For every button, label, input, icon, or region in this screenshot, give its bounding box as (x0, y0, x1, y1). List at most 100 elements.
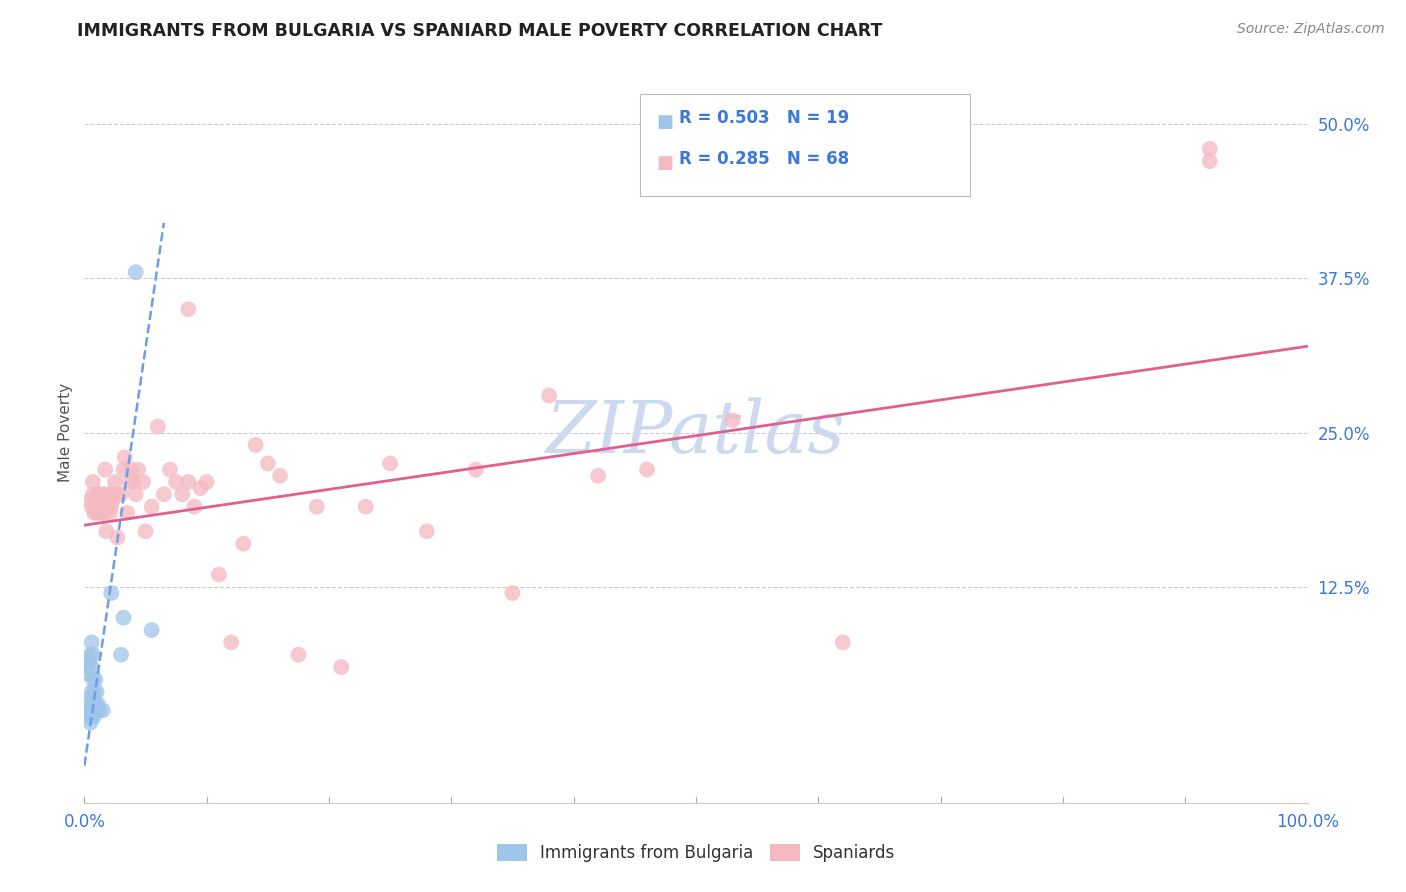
Point (112, 462, 135, 476)
Point (354, 500, 377, 514)
Point (83, 506, 105, 520)
Point (177, 475, 200, 489)
Point (112, 611, 135, 625)
Point (80, 500, 103, 514)
Point (110, 648, 132, 662)
Point (77, 660, 100, 674)
Point (177, 302, 200, 317)
Point (146, 419, 169, 434)
Point (219, 635, 242, 649)
Point (416, 524, 439, 539)
Text: ZIPatlas: ZIPatlas (546, 397, 846, 468)
Point (84, 697, 107, 711)
Y-axis label: Male Poverty: Male Poverty (58, 383, 73, 483)
Point (77, 703, 100, 717)
Point (87, 487, 110, 501)
Point (125, 487, 148, 501)
Point (91, 500, 114, 514)
Point (80, 635, 103, 649)
Point (1198, 154, 1220, 169)
Point (1198, 142, 1220, 156)
Text: ■: ■ (657, 154, 673, 172)
Text: R = 0.503   N = 19: R = 0.503 N = 19 (679, 109, 849, 127)
Point (105, 487, 128, 501)
Point (86, 493, 108, 508)
Point (831, 635, 853, 649)
Point (80, 660, 103, 674)
Point (82, 673, 104, 687)
Point (141, 500, 163, 514)
Point (100, 500, 122, 514)
Point (93, 487, 115, 501)
Point (183, 500, 205, 514)
Point (287, 648, 309, 662)
Point (115, 506, 138, 520)
Point (232, 536, 254, 550)
Point (91, 703, 114, 717)
Point (269, 468, 291, 483)
Text: R = 0.285   N = 68: R = 0.285 N = 68 (679, 150, 849, 168)
Point (153, 487, 176, 501)
Point (82, 697, 104, 711)
Point (586, 468, 609, 483)
Point (82, 487, 104, 501)
Point (94, 462, 117, 476)
Point (538, 389, 561, 403)
Point (245, 438, 267, 452)
Point (84, 673, 107, 687)
Point (96, 524, 118, 539)
Point (195, 475, 218, 489)
Point (118, 475, 141, 489)
Point (79, 715, 101, 730)
Point (98, 506, 121, 520)
Text: Source: ZipAtlas.com: Source: ZipAtlas.com (1237, 22, 1385, 37)
Point (110, 487, 132, 501)
Point (79, 493, 101, 508)
Point (141, 623, 163, 637)
Point (84, 500, 107, 514)
Point (82, 475, 104, 489)
Point (190, 481, 212, 495)
Point (87, 703, 110, 717)
Point (89, 487, 111, 501)
Point (86, 685, 108, 699)
Point (135, 524, 157, 539)
Point (89, 500, 111, 514)
Point (91, 493, 114, 508)
Point (104, 475, 127, 489)
Point (636, 462, 658, 476)
Point (208, 567, 231, 582)
Point (125, 265, 148, 279)
Point (305, 500, 328, 514)
Point (90, 506, 112, 520)
Point (721, 413, 744, 427)
Point (80, 709, 103, 723)
Point (77, 654, 100, 668)
Point (380, 457, 402, 471)
Point (93, 506, 115, 520)
Point (502, 586, 524, 600)
Point (464, 462, 486, 476)
Point (86, 506, 108, 520)
Point (330, 660, 353, 674)
Point (159, 462, 181, 476)
Point (82, 648, 104, 662)
Point (100, 586, 122, 600)
Point (127, 462, 149, 476)
Point (172, 487, 194, 501)
Legend: Immigrants from Bulgaria, Spaniards: Immigrants from Bulgaria, Spaniards (489, 837, 903, 869)
Point (257, 457, 280, 471)
Point (87, 697, 110, 711)
Point (97, 493, 120, 508)
Point (114, 450, 136, 465)
Point (80, 685, 103, 699)
Point (101, 493, 124, 508)
Point (165, 475, 187, 489)
Point (87, 506, 110, 520)
Point (79, 648, 101, 662)
Point (77, 697, 100, 711)
Point (86, 703, 108, 717)
Point (82, 703, 104, 717)
Point (97, 487, 120, 501)
Point (105, 531, 128, 545)
